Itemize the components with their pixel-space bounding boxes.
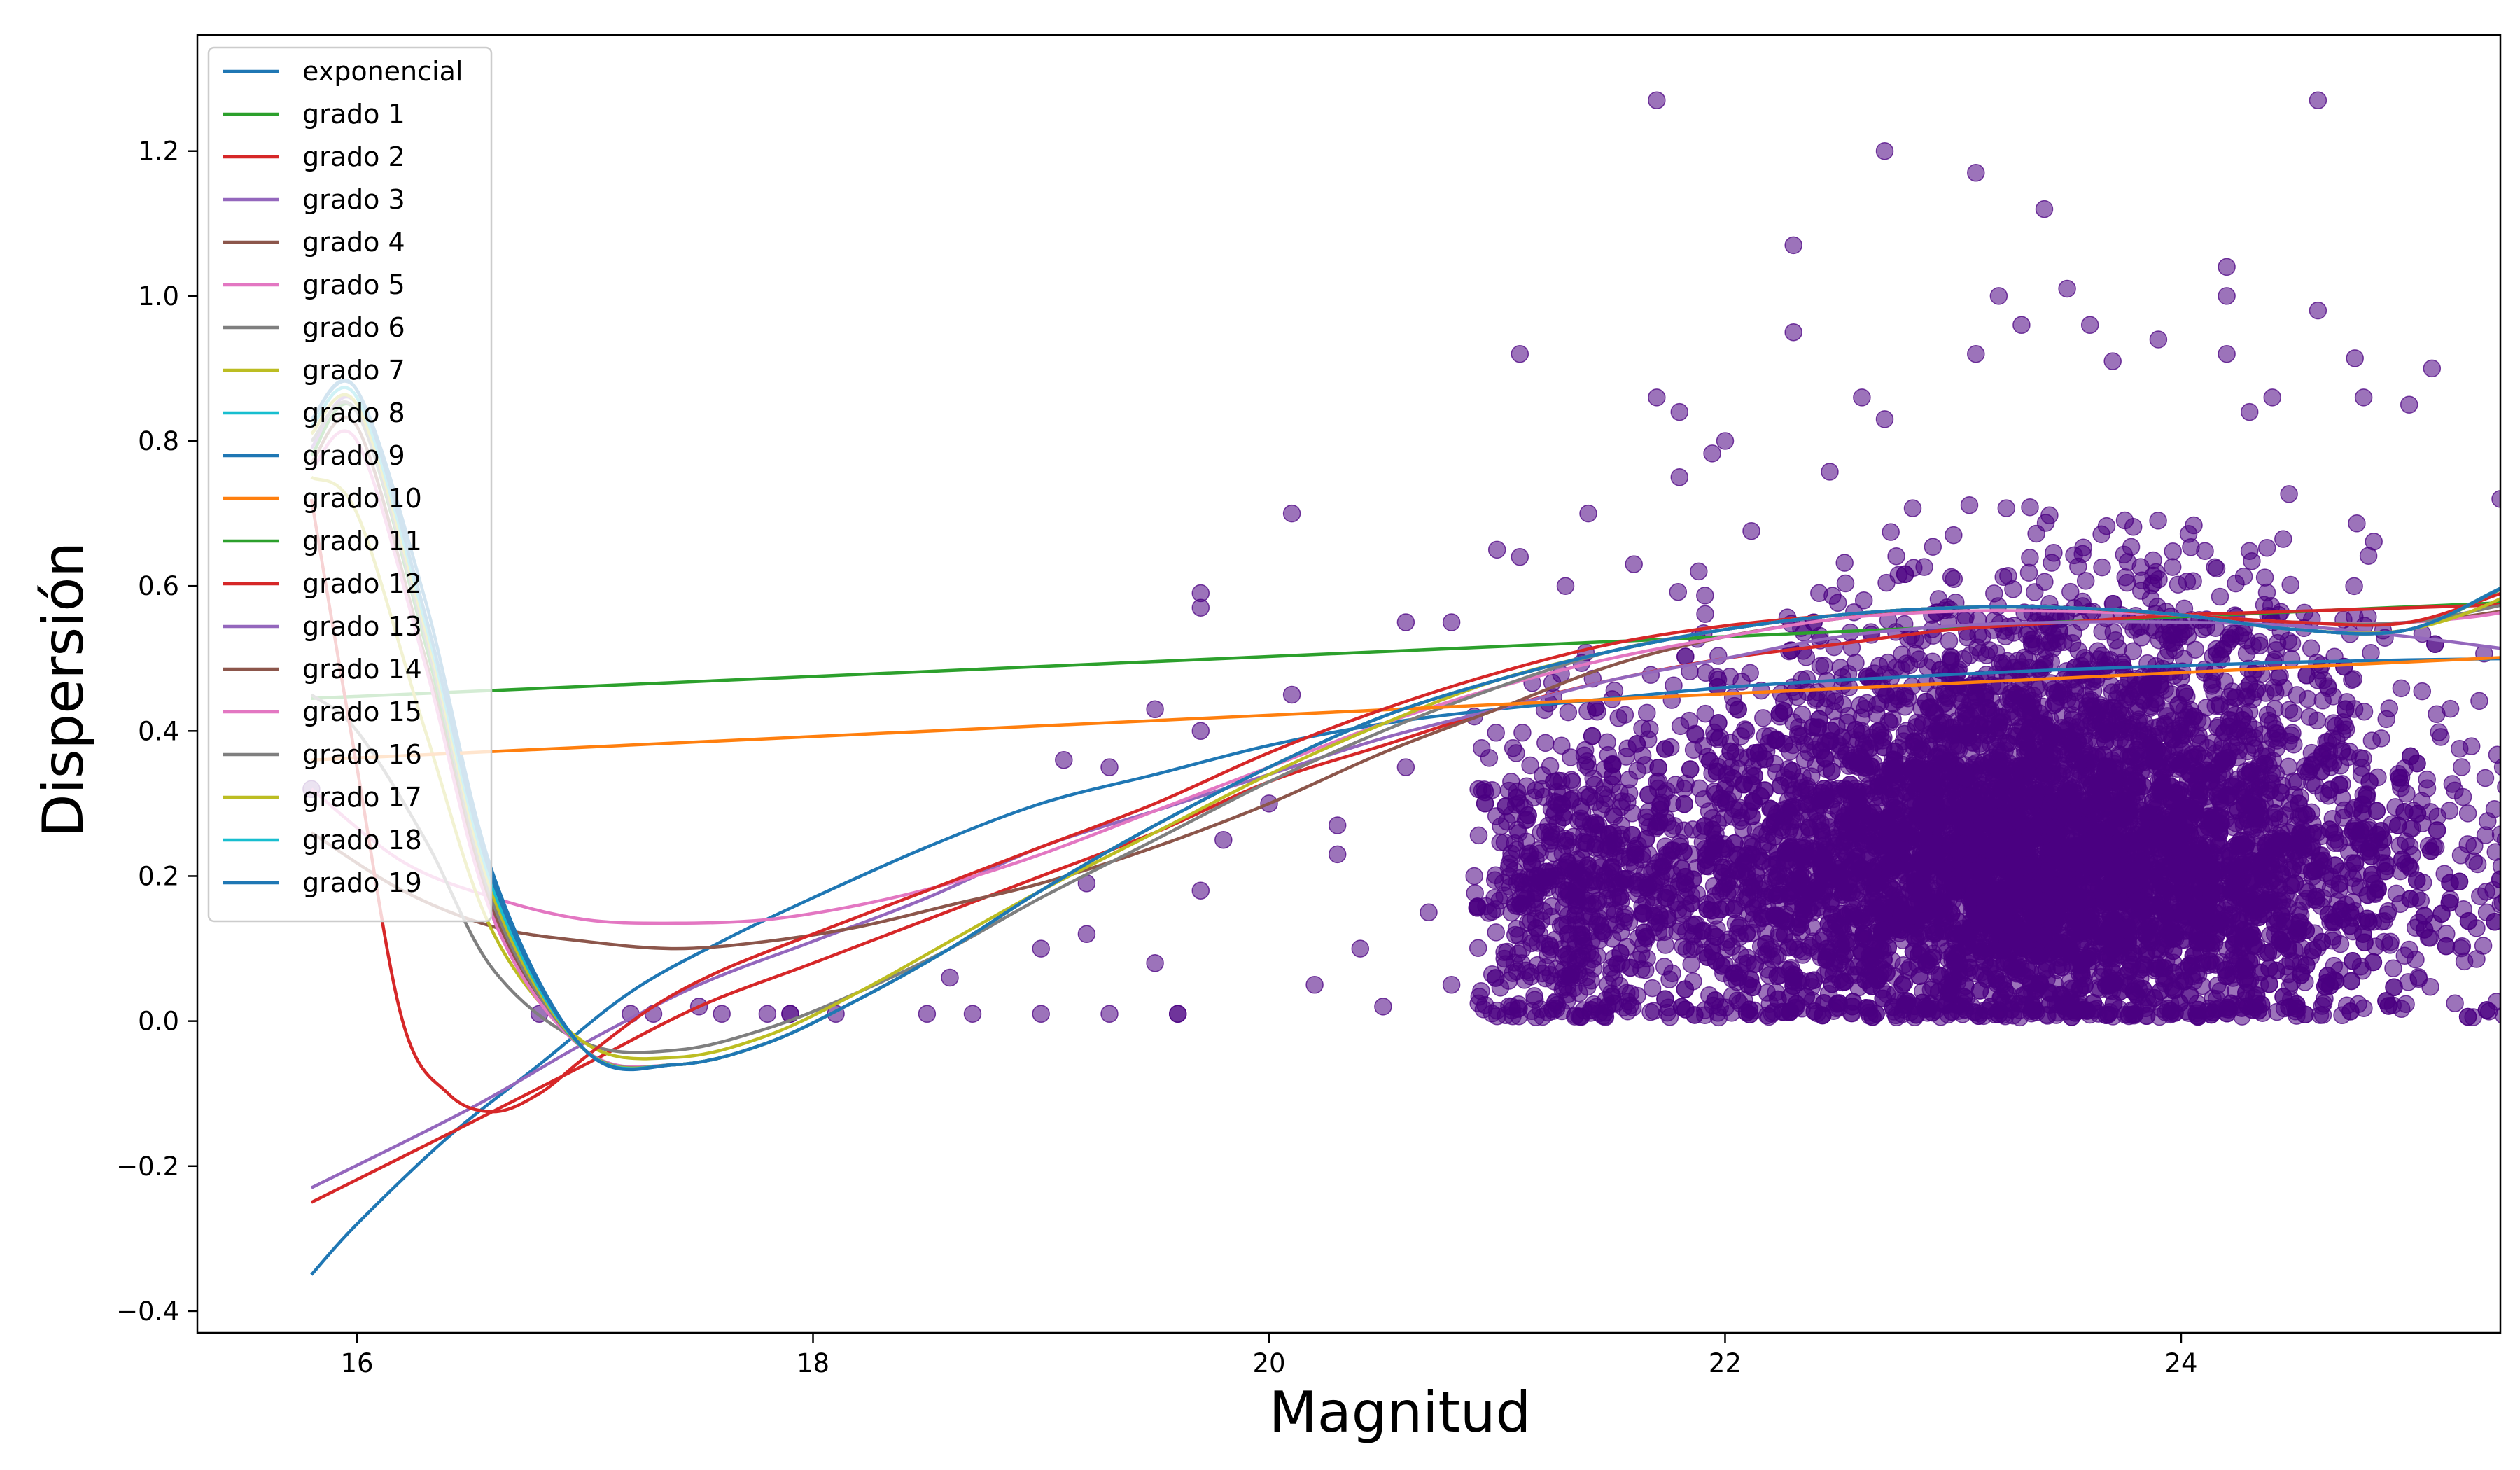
data-point	[2458, 804, 2477, 822]
data-point	[2395, 946, 2414, 965]
data-point	[1655, 958, 1674, 976]
data-point	[2307, 887, 2326, 906]
data-point	[2477, 1001, 2496, 1019]
data-point	[1583, 727, 1602, 746]
data-point	[1696, 587, 1714, 605]
data-point	[2384, 959, 2402, 977]
data-point	[2180, 956, 2198, 975]
data-point	[1469, 939, 1488, 957]
data-point	[1681, 760, 1700, 778]
data-point	[2401, 890, 2419, 908]
data-point	[1697, 857, 1715, 875]
data-point	[1910, 967, 1928, 986]
data-point	[2171, 994, 2189, 1012]
data-point	[2326, 856, 2344, 874]
data-point	[2239, 973, 2257, 992]
data-point	[1676, 980, 1695, 998]
data-point	[2474, 937, 2493, 955]
data-point	[1656, 740, 1674, 758]
data-point	[2314, 1006, 2332, 1024]
data-point	[1680, 711, 1699, 730]
data-point	[2465, 836, 2484, 855]
data-point	[1754, 709, 1772, 727]
data-point	[2409, 969, 2428, 988]
data-point	[1781, 987, 1800, 1006]
data-point	[1682, 894, 1700, 913]
data-point	[2385, 978, 2403, 997]
data-point	[1676, 648, 1695, 666]
data-point	[2446, 781, 2464, 800]
data-point	[2097, 1006, 2115, 1024]
data-point	[2492, 857, 2500, 876]
data-point	[2134, 979, 2152, 998]
data-point	[2342, 972, 2360, 990]
data-point	[2468, 855, 2487, 874]
data-point	[2330, 776, 2348, 794]
data-point	[1487, 724, 1505, 742]
data-point	[2471, 887, 2489, 906]
data-point	[1682, 955, 1700, 974]
data-point	[2282, 650, 2301, 668]
data-point	[2455, 952, 2474, 971]
data-point	[1744, 899, 1763, 917]
data-point	[1805, 971, 1823, 989]
data-point	[2421, 841, 2440, 860]
data-point	[2446, 994, 2464, 1012]
scatter-points	[302, 91, 2500, 1027]
data-point	[1746, 955, 1764, 973]
data-point	[2125, 1004, 2144, 1023]
data-point	[1675, 780, 1693, 798]
data-point	[2459, 911, 2478, 930]
data-point	[2476, 769, 2495, 788]
data-point	[2418, 770, 2436, 789]
data-point	[1835, 972, 1854, 991]
data-point	[2217, 967, 2236, 986]
data-point	[2458, 1007, 2477, 1026]
